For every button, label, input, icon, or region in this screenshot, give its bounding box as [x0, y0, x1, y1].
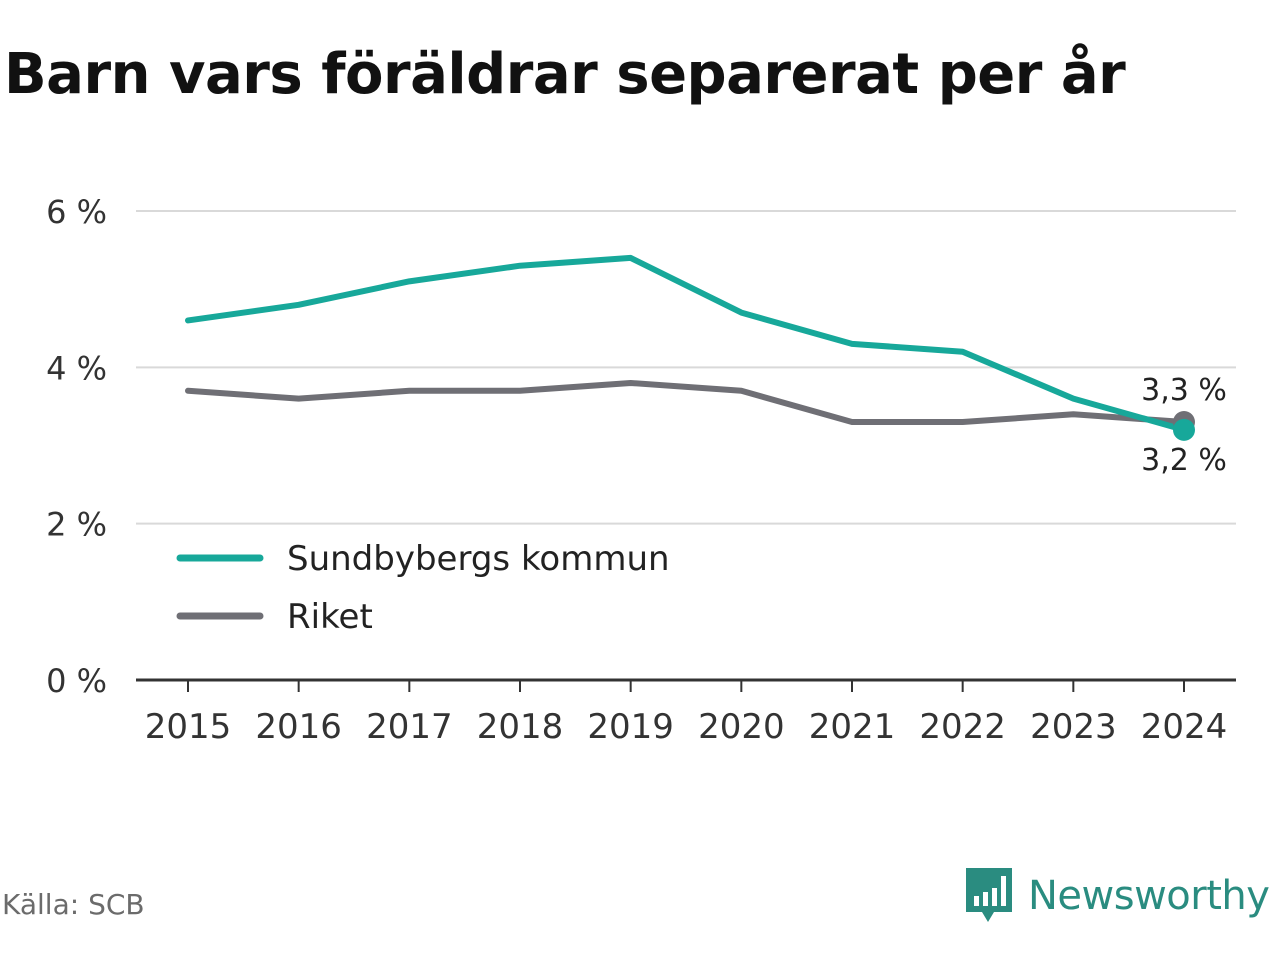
x-tick-label: 2024 — [1141, 707, 1228, 747]
series-line — [185, 379, 1187, 426]
legend-label: Riket — [287, 597, 373, 637]
legend-label: Sundbybergs kommun — [287, 539, 670, 579]
x-tick-label: 2020 — [698, 707, 785, 747]
x-tick-label: 2021 — [809, 707, 896, 747]
grid-lines — [136, 210, 1236, 525]
x-tick-label: 2022 — [919, 707, 1006, 747]
series-line — [185, 254, 1187, 433]
chart-title: Barn vars föräldrar separerat per år — [4, 42, 1126, 107]
y-tick-label: 4 % — [46, 349, 107, 387]
brand-name: Newsworthy — [1028, 873, 1270, 919]
y-tick-label: 6 % — [46, 193, 107, 231]
x-tick-label: 2019 — [587, 707, 674, 747]
y-axis-ticks: 0 % 2 % 4 % 6 % — [46, 193, 107, 700]
legend: Sundbybergs kommun Riket — [176, 539, 670, 637]
x-tick-label: 2016 — [255, 707, 342, 747]
y-tick-label: 0 % — [46, 662, 107, 700]
brand-logo[interactable]: Newsworthy — [964, 866, 1270, 926]
x-tick-label: 2023 — [1030, 707, 1117, 747]
x-tick-label: 2015 — [145, 707, 232, 747]
series-lines: 3,2 % 3,3 % — [185, 254, 1227, 478]
end-point-marker — [1173, 418, 1195, 441]
source-label: Källa: SCB — [2, 888, 145, 921]
x-tick-label: 2017 — [366, 707, 453, 747]
x-axis-ticks: 2015 2016 2017 2018 2019 2020 2021 2022 2023 2024 — [145, 680, 1228, 747]
newsworthy-logo-icon — [966, 868, 1012, 922]
end-value-label: 3,2 % — [1141, 443, 1227, 478]
y-tick-label: 2 % — [46, 506, 107, 544]
end-value-label: 3,3 % — [1141, 373, 1227, 408]
x-tick-label: 2018 — [477, 707, 564, 747]
